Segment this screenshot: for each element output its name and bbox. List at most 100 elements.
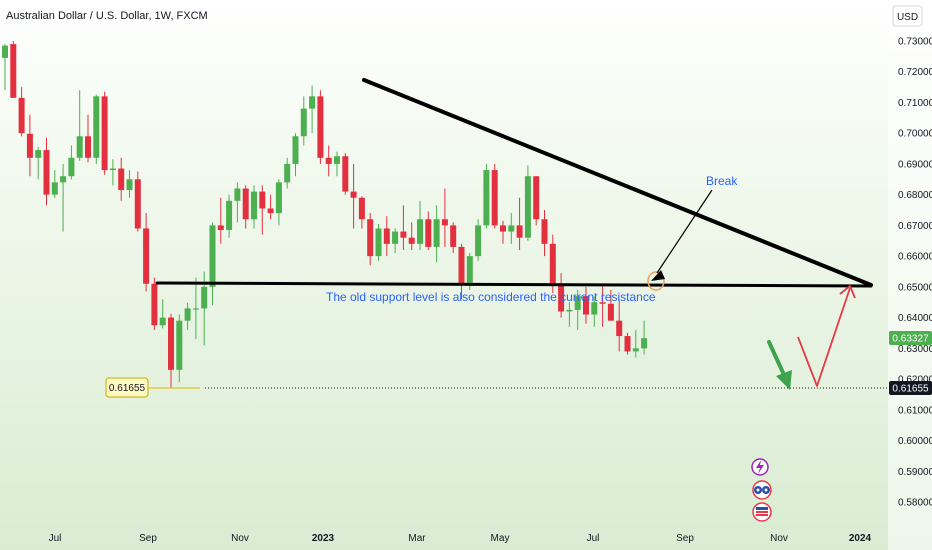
- candle: [159, 299, 166, 329]
- x-tick-label: May: [491, 533, 510, 544]
- low-price-badge: 0.61655: [889, 381, 932, 395]
- candle: [433, 205, 440, 263]
- candle-body: [483, 170, 490, 226]
- y-tick-label: 0.70000: [898, 129, 932, 140]
- projection-green-arrow-shaft: [767, 340, 787, 379]
- candle-body: [126, 179, 133, 191]
- candle: [566, 302, 573, 327]
- current-price-badge-text: 0.63327: [892, 334, 929, 345]
- candle-body: [68, 157, 75, 177]
- candle: [242, 185, 249, 229]
- price-scale-background: [888, 0, 932, 550]
- candle-body: [334, 156, 340, 164]
- flag-icon[interactable]: [752, 502, 772, 522]
- candle-body: [109, 168, 116, 171]
- break-circle: [647, 271, 665, 291]
- candle-body: [300, 108, 307, 137]
- candle-body: [591, 302, 598, 315]
- lightning-icon[interactable]: [751, 458, 769, 476]
- candle-body: [118, 168, 125, 191]
- candle-body: [417, 219, 423, 244]
- candle: [583, 286, 589, 324]
- candle: [450, 222, 457, 254]
- candle: [400, 205, 407, 250]
- candle-body: [441, 219, 448, 226]
- candle: [234, 182, 241, 223]
- candle: [168, 313, 174, 389]
- candle-body: [425, 219, 432, 247]
- candle-body: [35, 150, 42, 158]
- x-tick-label: 2024: [849, 533, 872, 544]
- low-price-badge-text: 0.61655: [892, 384, 929, 395]
- x-tick-label: 2023: [312, 533, 335, 544]
- candle-body: [184, 308, 191, 321]
- candle-body: [292, 136, 299, 164]
- y-tick-label: 0.65000: [898, 282, 932, 293]
- candle: [475, 219, 482, 261]
- candle-body: [466, 256, 473, 284]
- candle-body: [251, 191, 257, 220]
- projection-red-v-path: [797, 287, 851, 387]
- candle: [624, 332, 631, 355]
- candle: [10, 41, 17, 98]
- candle-body: [217, 225, 224, 231]
- candle: [209, 222, 216, 306]
- candle-body: [574, 296, 581, 310]
- candle-body: [101, 96, 108, 171]
- candle-body: [408, 237, 415, 244]
- candle-body: [43, 150, 50, 195]
- candle-body: [309, 96, 316, 109]
- candle: [292, 133, 299, 177]
- candle: [267, 194, 274, 220]
- candle: [176, 314, 183, 383]
- candle-body: [607, 303, 614, 321]
- candle: [26, 114, 33, 177]
- candle: [342, 153, 349, 195]
- candle: [358, 196, 365, 229]
- y-tick-label: 0.67000: [898, 221, 932, 232]
- low-price-label[interactable]: 0.61655: [105, 377, 149, 398]
- projection-green-arrowhead: [776, 370, 792, 390]
- y-tick-label: 0.58000: [898, 498, 932, 509]
- candle-body: [2, 45, 8, 58]
- y-tick-label: 0.61000: [898, 405, 932, 416]
- candle: [500, 220, 506, 244]
- candle-body: [558, 283, 565, 312]
- candle-body: [350, 191, 357, 198]
- candle: [151, 277, 158, 330]
- candle: [533, 176, 540, 226]
- candle-body: [10, 44, 17, 98]
- candle: [101, 91, 108, 175]
- y-tick-label: 0.73000: [898, 37, 932, 48]
- y-axis: 0.73000 0.72000 0.71000 0.70000 0.69000 0.680…: [898, 37, 932, 509]
- descending-trendline[interactable]: [362, 78, 873, 287]
- currency-button[interactable]: USD: [892, 5, 923, 27]
- candle-body: [201, 286, 208, 309]
- candle-body: [143, 228, 150, 284]
- candle-body: [85, 136, 91, 158]
- support-resistance-line[interactable]: [155, 281, 873, 288]
- candle-body: [134, 179, 141, 229]
- candle-body: [566, 309, 573, 312]
- candle: [641, 320, 648, 355]
- candle: [417, 200, 423, 250]
- candle-body: [392, 231, 399, 244]
- candle-body: [524, 176, 531, 238]
- break-label: Break: [706, 174, 738, 188]
- candle-body: [616, 320, 623, 337]
- candle-body: [325, 157, 332, 164]
- candle-body: [259, 191, 266, 209]
- y-tick-label: 0.63000: [898, 344, 932, 355]
- flag-icon[interactable]: [752, 480, 772, 500]
- candle: [51, 170, 58, 198]
- break-callout-line: [656, 189, 713, 274]
- candle: [632, 329, 639, 358]
- candle-body: [168, 317, 174, 370]
- candle-body: [18, 97, 25, 134]
- candle-body: [93, 96, 100, 158]
- candle-body: [549, 243, 556, 284]
- candle-body: [76, 136, 83, 158]
- candle: [43, 137, 50, 206]
